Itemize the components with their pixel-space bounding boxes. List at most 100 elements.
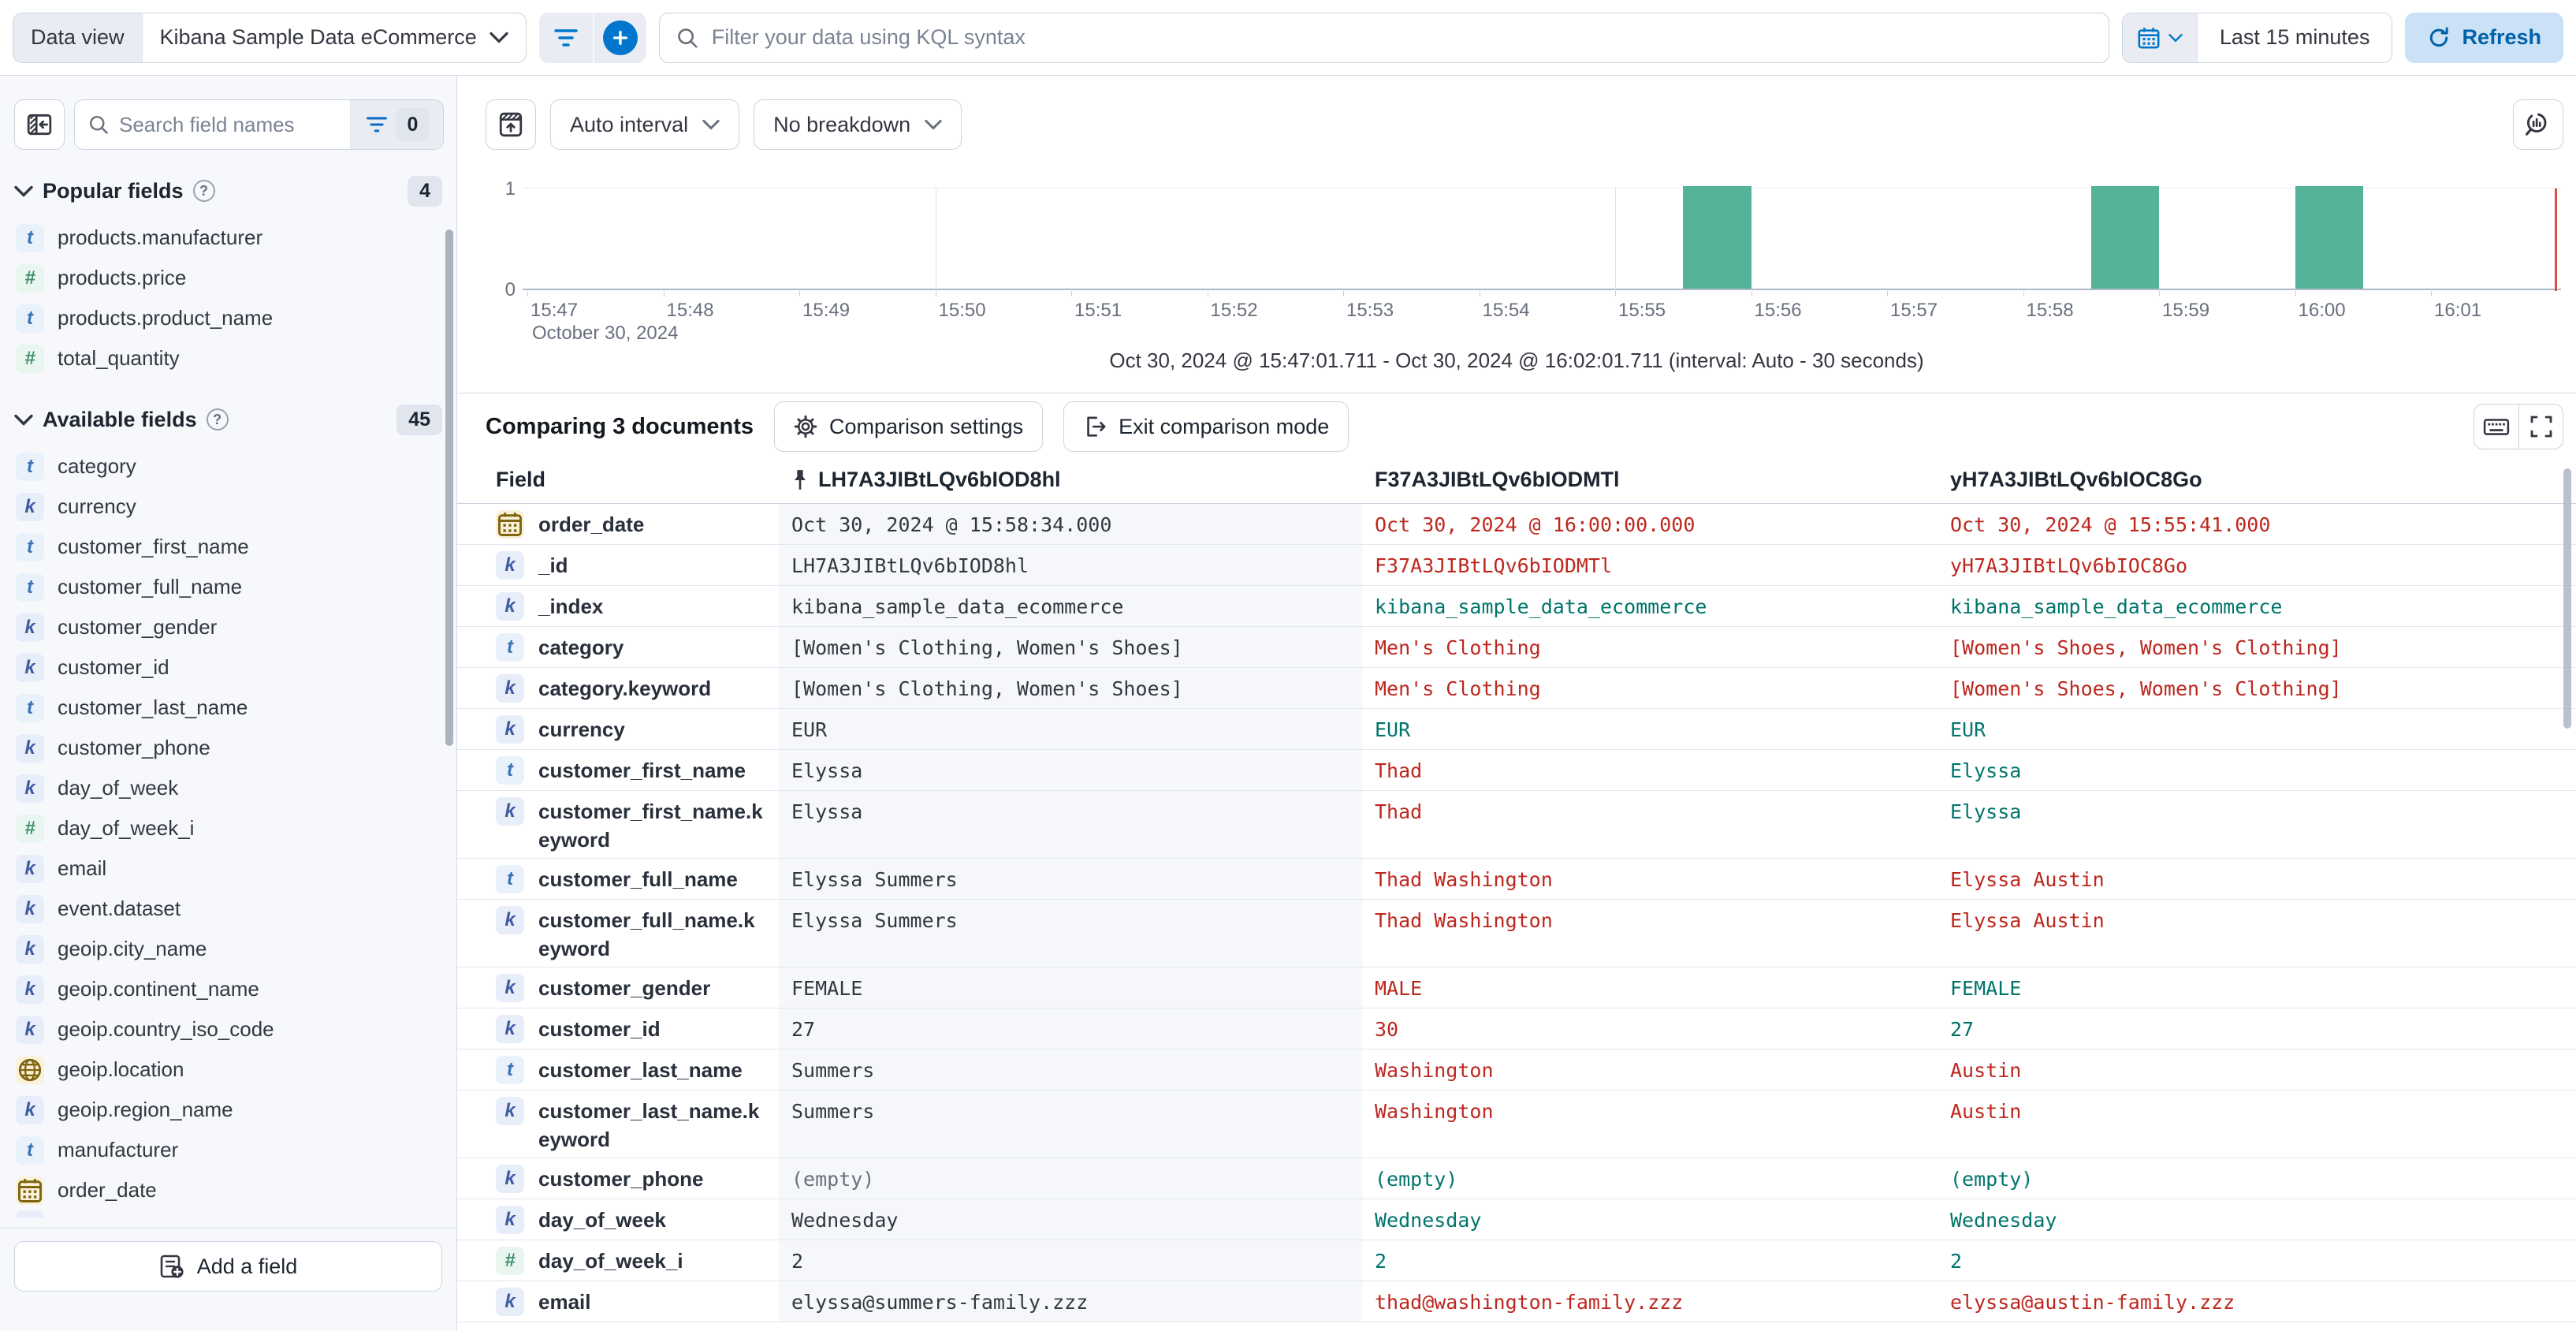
x-axis-tick-label: 16:00 [2298, 300, 2346, 321]
explore-in-lens-button[interactable] [2513, 99, 2563, 150]
field-list-item[interactable]: # total_quantity [0, 338, 456, 378]
comparison-table-header: Field LH7A3JIBtLQv6bIOD8hl F37A3JIBtLQv6… [457, 457, 2576, 504]
comparison-value: (empty) [1375, 1168, 1458, 1191]
text-field-icon: t [16, 452, 44, 481]
toggle-chart-button[interactable] [486, 99, 536, 150]
field-name: products.price [58, 266, 187, 289]
keyword-field-icon: k [16, 774, 44, 803]
pinned-document-column-header: LH7A3JIBtLQv6bIOD8hl [779, 468, 1362, 492]
data-view-picker[interactable]: Data view Kibana Sample Data eCommerce [13, 12, 527, 63]
gear-icon [794, 415, 817, 438]
exit-icon [1083, 415, 1107, 438]
field-name-cell[interactable]: order_date [457, 504, 779, 544]
field-name-cell[interactable]: k email [457, 1281, 779, 1322]
field-name-cell[interactable]: k customer_phone [457, 1158, 779, 1199]
sidebar-scrollbar[interactable] [445, 229, 453, 746]
field-name-cell[interactable]: k currency [457, 709, 779, 749]
field-name-cell[interactable]: k customer_gender [457, 967, 779, 1008]
histogram-bar[interactable] [2295, 186, 2363, 289]
field-list-item[interactable]: order_date [0, 1170, 456, 1210]
base-document-value: (empty) [779, 1158, 1362, 1199]
plus-icon [602, 20, 638, 55]
base-document-value: 2 [779, 1240, 1362, 1281]
comparison-value: F37A3JIBtLQv6bIODMTl [1375, 554, 1613, 577]
field-name-cell[interactable]: # day_of_week_i [457, 1240, 779, 1281]
field-name-cell[interactable]: k customer_full_name.keyword [457, 900, 779, 967]
field-name-cell[interactable]: k customer_first_name.keyword [457, 791, 779, 858]
field-list-item[interactable]: t manufacturer [0, 1130, 456, 1170]
field-name-cell[interactable]: k customer_last_name.keyword [457, 1091, 779, 1158]
comparison-value: [Women's Shoes, Women's Clothing] [1950, 636, 2342, 659]
breakdown-dropdown[interactable]: No breakdown [754, 99, 962, 150]
field-list-item[interactable]: geoip.location [0, 1050, 456, 1090]
field-list-item[interactable]: # products.price [0, 258, 456, 298]
refresh-button[interactable]: Refresh [2405, 12, 2563, 63]
field-list-item[interactable]: k geoip.continent_name [0, 969, 456, 1009]
keyword-field-icon: k [496, 1097, 524, 1125]
field-name-cell[interactable]: t customer_full_name [457, 859, 779, 899]
comparison-value: yH7A3JIBtLQv6bIOC8Go [1950, 554, 2188, 577]
field-list-item[interactable]: # day_of_week_i [0, 808, 456, 848]
data-view-value[interactable]: Kibana Sample Data eCommerce [143, 25, 526, 50]
field-name: total_quantity [58, 346, 180, 370]
text-field-icon: t [496, 1056, 524, 1084]
field-list-item[interactable]: k geoip.city_name [0, 929, 456, 969]
comparison-value: Elyssa [1950, 759, 2022, 782]
add-field-button[interactable]: Add a field [14, 1241, 442, 1292]
field-name: currency [58, 494, 136, 518]
keyword-field-icon: k [496, 974, 524, 1002]
exit-comparison-button[interactable]: Exit comparison mode [1063, 401, 1349, 452]
field-name-cell[interactable]: t customer_first_name [457, 750, 779, 790]
chevron-down-icon [2168, 33, 2183, 43]
field-list-item[interactable]: k currency [0, 487, 456, 527]
field-filter-button[interactable]: 0 [350, 100, 443, 149]
field-list-item[interactable]: k geoip.region_name [0, 1090, 456, 1130]
keyboard-shortcuts-button[interactable] [2474, 405, 2518, 449]
filter-icon[interactable] [539, 13, 593, 63]
field-search-box[interactable] [75, 100, 350, 149]
popular-fields-header[interactable]: Popular fields ? 4 [0, 172, 456, 210]
field-name: day_of_week [58, 776, 179, 800]
field-list-item[interactable]: t category [0, 446, 456, 487]
number-field-icon: # [16, 344, 44, 373]
field-list-item[interactable]: k customer_gender [0, 607, 456, 647]
field-name-cell[interactable]: k _id [457, 545, 779, 585]
field-list-item[interactable]: k geoip.country_iso_code [0, 1009, 456, 1050]
field-search-input[interactable] [119, 112, 337, 137]
available-fields-header[interactable]: Available fields ? 45 [0, 401, 456, 438]
base-document-value: kibana_sample_data_ecommerce [779, 586, 1362, 626]
field-name-cell[interactable]: t category [457, 627, 779, 667]
field-list-item[interactable]: k customer_id [0, 647, 456, 688]
table-scrollbar[interactable] [2563, 468, 2571, 729]
field-name: category [538, 636, 624, 659]
field-list-item[interactable]: t customer_last_name [0, 688, 456, 728]
field-list-item[interactable]: k email [0, 848, 456, 889]
comparison-settings-button[interactable]: Comparison settings [774, 401, 1044, 452]
kql-search-bar[interactable] [658, 12, 2109, 63]
field-name-cell[interactable]: t customer_last_name [457, 1050, 779, 1090]
histogram-bar[interactable] [2090, 186, 2159, 289]
histogram-plot-area[interactable]: 15:47 15:48 15:49 15:50 15:51 15:52 15:53 15:54… [523, 186, 2561, 321]
field-list-item[interactable]: t products.product_name [0, 298, 456, 338]
field-name-cell[interactable]: k category.keyword [457, 668, 779, 708]
base-document-value: Elyssa Summers [779, 900, 1362, 967]
field-list-item[interactable]: k event.dataset [0, 889, 456, 929]
histogram-bar[interactable] [1683, 186, 1751, 289]
field-list-item[interactable]: t customer_full_name [0, 567, 456, 607]
field-name: customer_gender [538, 976, 711, 1000]
fullscreen-button[interactable] [2518, 405, 2563, 449]
add-filter-button[interactable] [592, 12, 646, 63]
field-name-cell[interactable]: k _index [457, 586, 779, 626]
interval-dropdown[interactable]: Auto interval [550, 99, 740, 150]
field-name-cell[interactable]: k day_of_week [457, 1199, 779, 1240]
field-list-item[interactable]: k day_of_week [0, 768, 456, 808]
date-picker-button[interactable] [2122, 13, 2198, 62]
collapse-sidebar-button[interactable] [14, 99, 65, 150]
field-list-item[interactable]: k customer_phone [0, 728, 456, 768]
time-range-value[interactable]: Last 15 minutes [2197, 13, 2392, 62]
field-list-item[interactable]: t customer_first_name [0, 527, 456, 567]
kql-query-input[interactable] [711, 25, 2093, 50]
field-name-cell[interactable]: k customer_id [457, 1009, 779, 1049]
field-list-item[interactable]: t products.manufacturer [0, 218, 456, 258]
field-name: order_date [538, 513, 645, 536]
